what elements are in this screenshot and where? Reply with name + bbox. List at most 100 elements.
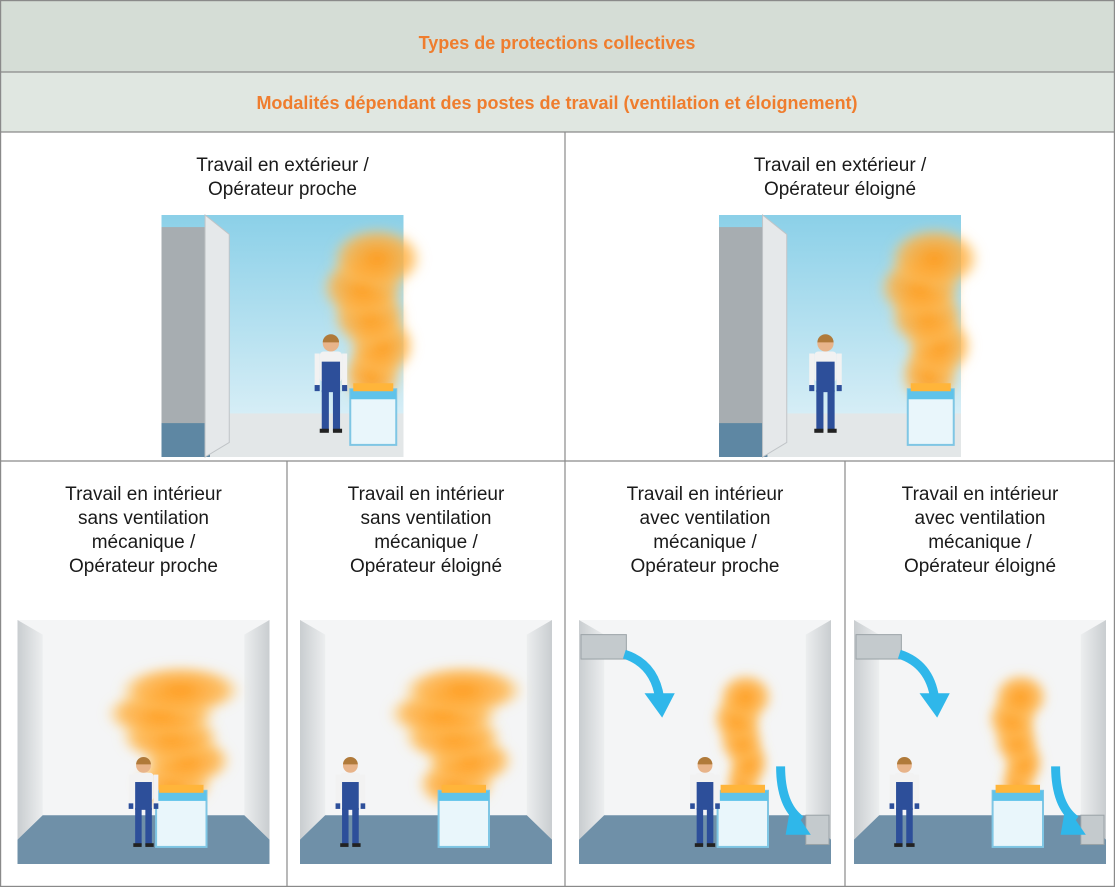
left-wall (17, 620, 43, 840)
worker-arm (715, 774, 720, 805)
cell-text: Travail en extérieur / (754, 155, 927, 176)
tank-top (717, 790, 768, 801)
cell-text: mécanique / (928, 532, 1032, 553)
smoke (887, 226, 982, 291)
worker-leg (696, 807, 704, 846)
air-arrow (897, 649, 940, 699)
worker-shoe (694, 843, 704, 847)
worker-leg (816, 390, 824, 431)
illustration (161, 213, 424, 458)
cell-text: Opérateur proche (208, 179, 357, 200)
air-arrow-head (644, 693, 675, 718)
worker-glove (360, 803, 366, 809)
cell-text: Travail en extérieur / (196, 155, 369, 176)
worker-hair (342, 756, 358, 765)
tank-liquid (910, 383, 951, 392)
worker-arm (809, 353, 815, 387)
worker-shoe (340, 843, 349, 847)
cell-text: Travail en intérieur (627, 484, 784, 505)
worker-shoe (319, 428, 329, 433)
worker-glove (342, 385, 348, 392)
worker-arm (314, 353, 320, 387)
panel (204, 213, 230, 458)
smoke (718, 672, 774, 722)
worker-glove (314, 385, 320, 392)
right-wall (1080, 620, 1106, 840)
subheader-bg (0, 72, 1115, 132)
left-wall (300, 620, 326, 840)
worker-arm (335, 774, 341, 805)
illustration (854, 620, 1106, 864)
tank-top (438, 790, 489, 801)
worker-arm (128, 774, 134, 805)
worker-bib (321, 361, 341, 393)
right-wall (805, 620, 831, 840)
extractor (1080, 814, 1105, 845)
worker-glove (153, 803, 159, 809)
floor (17, 815, 270, 864)
cell-text: mécanique / (653, 532, 757, 553)
smoke (118, 664, 243, 717)
worker-shoe (332, 428, 343, 433)
wall (719, 227, 768, 457)
worker-shoe (827, 428, 837, 433)
worker-shoe (145, 843, 154, 847)
worker-shoe (906, 843, 915, 847)
cell-text: avec ventilation (915, 508, 1046, 529)
worker-leg (135, 807, 142, 846)
worker-glove (335, 803, 341, 809)
panel (762, 213, 788, 458)
worker-shoe (814, 428, 824, 433)
cell-text: Opérateur proche (69, 556, 218, 577)
left-wall (579, 620, 605, 840)
worker-arm (342, 353, 348, 387)
cell-text: Opérateur éloigné (764, 179, 916, 200)
worker-bib (135, 782, 152, 810)
worker-hair (322, 334, 340, 343)
floor (300, 815, 552, 864)
worker-leg (906, 807, 913, 846)
left-wall (854, 620, 880, 840)
tank-top (992, 790, 1043, 801)
air-arrow-head (919, 693, 950, 718)
worker-arm (914, 774, 920, 805)
table-subtitle: Modalités dépendant des postes de travai… (256, 93, 857, 113)
worker-leg (827, 390, 835, 431)
smoke (400, 664, 526, 717)
worker-arm (889, 774, 895, 805)
tank-liquid (353, 383, 394, 392)
worker-hair (697, 756, 713, 765)
cell-text: mécanique / (92, 532, 196, 553)
worker-hair (896, 756, 912, 765)
wall-floor (161, 423, 210, 457)
header-bg (0, 0, 1115, 72)
wall-floor (719, 423, 768, 457)
worker-hair (817, 334, 834, 343)
cell-text: sans ventilation (361, 508, 492, 529)
tank-liquid (159, 784, 204, 793)
cell-text: sans ventilation (78, 508, 209, 529)
worker-shoe (352, 843, 361, 847)
worker-glove (836, 385, 842, 392)
cell-text: Travail en intérieur (65, 484, 222, 505)
worker-bib (696, 782, 714, 810)
worker-leg (706, 807, 714, 846)
worker-leg (321, 390, 329, 431)
worker-arm (360, 774, 366, 805)
worker-glove (690, 803, 695, 809)
tank-top (350, 389, 397, 400)
illustration (579, 620, 831, 864)
air-arrow-head (785, 805, 811, 835)
worker-glove (809, 385, 815, 392)
wall (161, 227, 210, 457)
worker-shoe (706, 843, 716, 847)
cell-text: Opérateur proche (631, 556, 780, 577)
worker-bib (816, 361, 835, 393)
tank-liquid (720, 784, 765, 793)
cell-text: Travail en intérieur (902, 484, 1059, 505)
air-arrow (622, 649, 665, 699)
